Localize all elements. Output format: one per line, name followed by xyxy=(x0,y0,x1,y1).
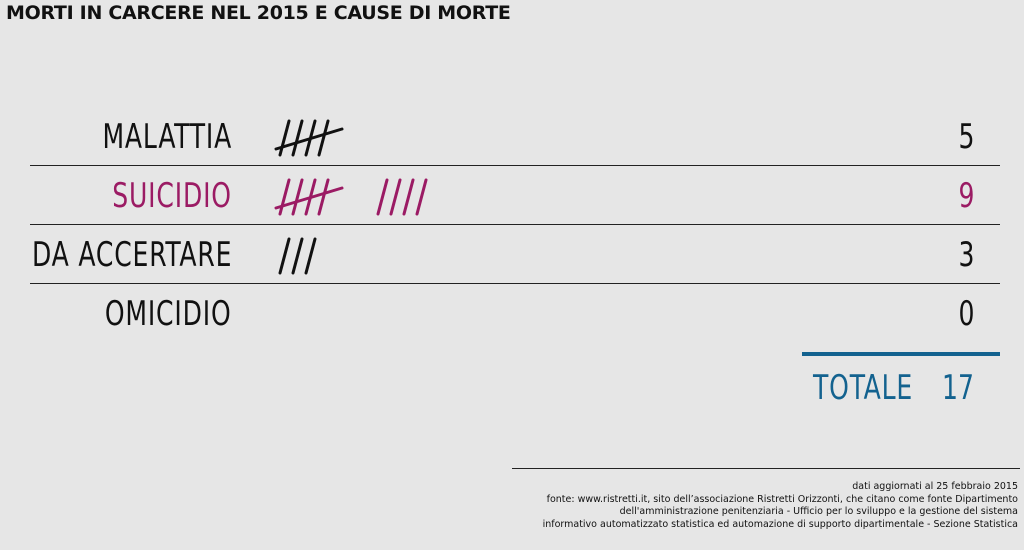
row-divider xyxy=(30,283,1000,284)
tally-cross-stroke xyxy=(274,127,344,151)
footer-divider xyxy=(512,468,1020,469)
table-row: MALATTIA 5 xyxy=(30,107,1000,166)
row-divider xyxy=(30,165,1000,166)
row-label: SUICIDIO xyxy=(112,176,232,216)
tally-marks xyxy=(274,119,344,157)
table-row: DA ACCERTARE 3 xyxy=(30,225,1000,284)
tally-stroke xyxy=(415,178,428,216)
total-separator xyxy=(802,352,1000,356)
source-note: dati aggiornati al 25 febbraio 2015 font… xyxy=(498,481,1018,531)
tally-cross-stroke xyxy=(274,186,344,210)
row-value: 0 xyxy=(958,294,974,334)
footer-line-4: informativo automatizzato statistica ed … xyxy=(542,518,1018,530)
tally-stroke xyxy=(278,178,291,216)
tally-marks xyxy=(278,237,317,275)
tally-stroke xyxy=(402,178,415,216)
tally-stroke xyxy=(278,119,291,157)
tally-stroke xyxy=(291,119,304,157)
row-label: OMICIDIO xyxy=(105,294,232,334)
row-value: 9 xyxy=(958,176,974,216)
tally-marks xyxy=(270,290,570,340)
footer-line-1: dati aggiornati al 25 febbraio 2015 xyxy=(852,481,1018,492)
footer-line-2: fonte: www.ristretti.it, sito dell’assoc… xyxy=(546,493,1018,505)
row-label: MALATTIA xyxy=(102,117,232,157)
tally-stroke xyxy=(317,178,330,216)
chart-title: MORTI IN CARCERE NEL 2015 E CAUSE DI MOR… xyxy=(6,2,511,24)
tally-stroke xyxy=(291,237,304,275)
table-row: OMICIDIO 0 xyxy=(30,284,1000,343)
row-label: DA ACCERTARE xyxy=(31,235,232,275)
row-divider xyxy=(30,224,1000,225)
tally-stroke xyxy=(317,119,330,157)
footer-line-3: dell'amministrazione penitenziaria - Uff… xyxy=(619,506,1018,517)
row-value: 3 xyxy=(958,235,974,275)
tally-stroke xyxy=(376,178,389,216)
tally-marks xyxy=(274,178,428,216)
tally-stroke xyxy=(389,178,402,216)
total-value: 17 xyxy=(942,368,974,408)
row-value: 5 xyxy=(958,117,974,157)
table-row: SUICIDIO 9 xyxy=(30,166,1000,225)
tally-stroke xyxy=(291,178,304,216)
tally-stroke xyxy=(304,237,317,275)
tally-stroke xyxy=(278,237,291,275)
total-label: TOTALE xyxy=(813,368,914,408)
